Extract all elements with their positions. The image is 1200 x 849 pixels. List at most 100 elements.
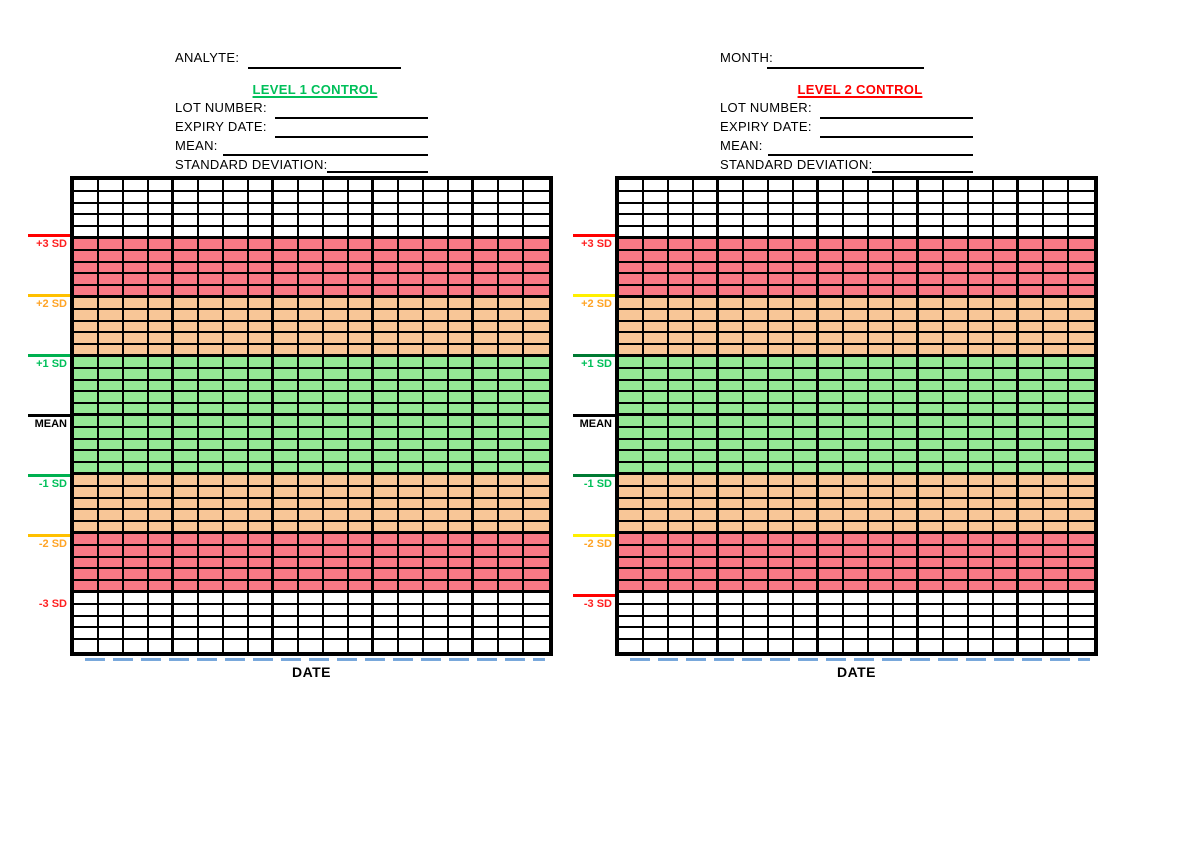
grid-cell: [249, 357, 274, 369]
grid-cell: [819, 439, 844, 452]
grid-cell: [1019, 357, 1044, 369]
grid-cell: [994, 581, 1019, 593]
grid-cell: [769, 604, 794, 617]
grid-cell: [719, 593, 744, 605]
grid-cell: [719, 640, 744, 652]
grid-cell: [249, 309, 274, 322]
grid-cell: [969, 604, 994, 617]
grid-cell: [894, 640, 919, 652]
grid-cell: [449, 522, 474, 534]
grid-cell: [619, 191, 644, 204]
sd-label: -1 SD: [38, 478, 67, 490]
mean-fill-in-line: [768, 154, 973, 156]
grid-cell: [299, 463, 324, 475]
grid-cell: [199, 357, 224, 369]
grid-cell: [424, 215, 449, 228]
grid-cell: [844, 510, 869, 523]
grid-cell: [499, 274, 524, 287]
grid-cell: [474, 510, 499, 523]
grid-cell: [74, 286, 99, 298]
grid-cell: [199, 604, 224, 617]
grid-cell: [944, 486, 969, 499]
grid-cell: [249, 416, 274, 428]
grid-cell: [99, 345, 124, 357]
grid-cell: [794, 321, 819, 334]
grid-cell: [199, 545, 224, 558]
grid-cell: [969, 475, 994, 487]
grid-cell: [99, 180, 124, 192]
grid-cell: [524, 451, 549, 464]
grid-cell: [449, 215, 474, 228]
grid-cell: [74, 416, 99, 428]
grid-cell: [819, 203, 844, 216]
grid-cell: [969, 593, 994, 605]
grid-cell: [644, 215, 669, 228]
grid-cell: [274, 427, 299, 440]
grid-cell: [869, 498, 894, 511]
grid-cell: [174, 250, 199, 263]
grid-cell: [744, 616, 769, 629]
grid-cell: [374, 262, 399, 275]
grid-cell: [894, 416, 919, 428]
grid-cell: [994, 392, 1019, 405]
grid-cell: [1019, 510, 1044, 523]
grid-cell: [669, 239, 694, 251]
grid-cell: [719, 203, 744, 216]
grid-cell: [374, 545, 399, 558]
grid-cell: [99, 321, 124, 334]
grid-cell: [424, 569, 449, 582]
grid-cell: [149, 640, 174, 652]
grid-cell: [719, 345, 744, 357]
grid-cell: [794, 180, 819, 192]
grid-cell: [399, 439, 424, 452]
grid-cell: [994, 451, 1019, 464]
grid-cell: [1044, 191, 1069, 204]
grid-cell: [399, 274, 424, 287]
grid-cell: [969, 345, 994, 357]
grid-cell: [524, 333, 549, 346]
grid-cell: [1044, 463, 1069, 475]
grid-cell: [524, 239, 549, 251]
grid-cell: [1069, 640, 1094, 652]
grid-cell: [474, 439, 499, 452]
grid-cell: [74, 392, 99, 405]
grid-cell: [919, 486, 944, 499]
grid-cell: [524, 628, 549, 641]
grid-cell: [349, 427, 374, 440]
grid-cell: [74, 616, 99, 629]
level-1-control-title-text: LEVEL 1 CONTROL: [252, 82, 378, 97]
grid-cell: [819, 404, 844, 416]
grid-cell: [274, 581, 299, 593]
grid-cell: [274, 191, 299, 204]
grid-cell: [794, 250, 819, 263]
grid-cell: [524, 522, 549, 534]
grid-cell: [224, 628, 249, 641]
grid-cell: [149, 262, 174, 275]
grid-cell: [299, 593, 324, 605]
grid-cell: [669, 203, 694, 216]
grid-cell: [249, 451, 274, 464]
grid-cell: [769, 486, 794, 499]
grid-cell: [274, 298, 299, 310]
grid-cell: [174, 368, 199, 381]
grid-cell: [794, 368, 819, 381]
grid-cell: [944, 439, 969, 452]
grid-cell: [424, 534, 449, 546]
grid-cell: [894, 628, 919, 641]
grid-cell: [349, 581, 374, 593]
grid-cell: [299, 510, 324, 523]
grid-cell: [969, 392, 994, 405]
grid-cell: [249, 404, 274, 416]
grid-cell: [399, 368, 424, 381]
grid-cell: [149, 333, 174, 346]
grid-cell: [1019, 239, 1044, 251]
grid-cell: [324, 262, 349, 275]
grid-cell: [149, 180, 174, 192]
grid-cell: [399, 215, 424, 228]
grid-cell: [224, 368, 249, 381]
grid-cell: [894, 593, 919, 605]
grid-cell: [819, 392, 844, 405]
grid-cell: [1044, 475, 1069, 487]
grid-cell: [1069, 557, 1094, 570]
grid-cell: [744, 475, 769, 487]
